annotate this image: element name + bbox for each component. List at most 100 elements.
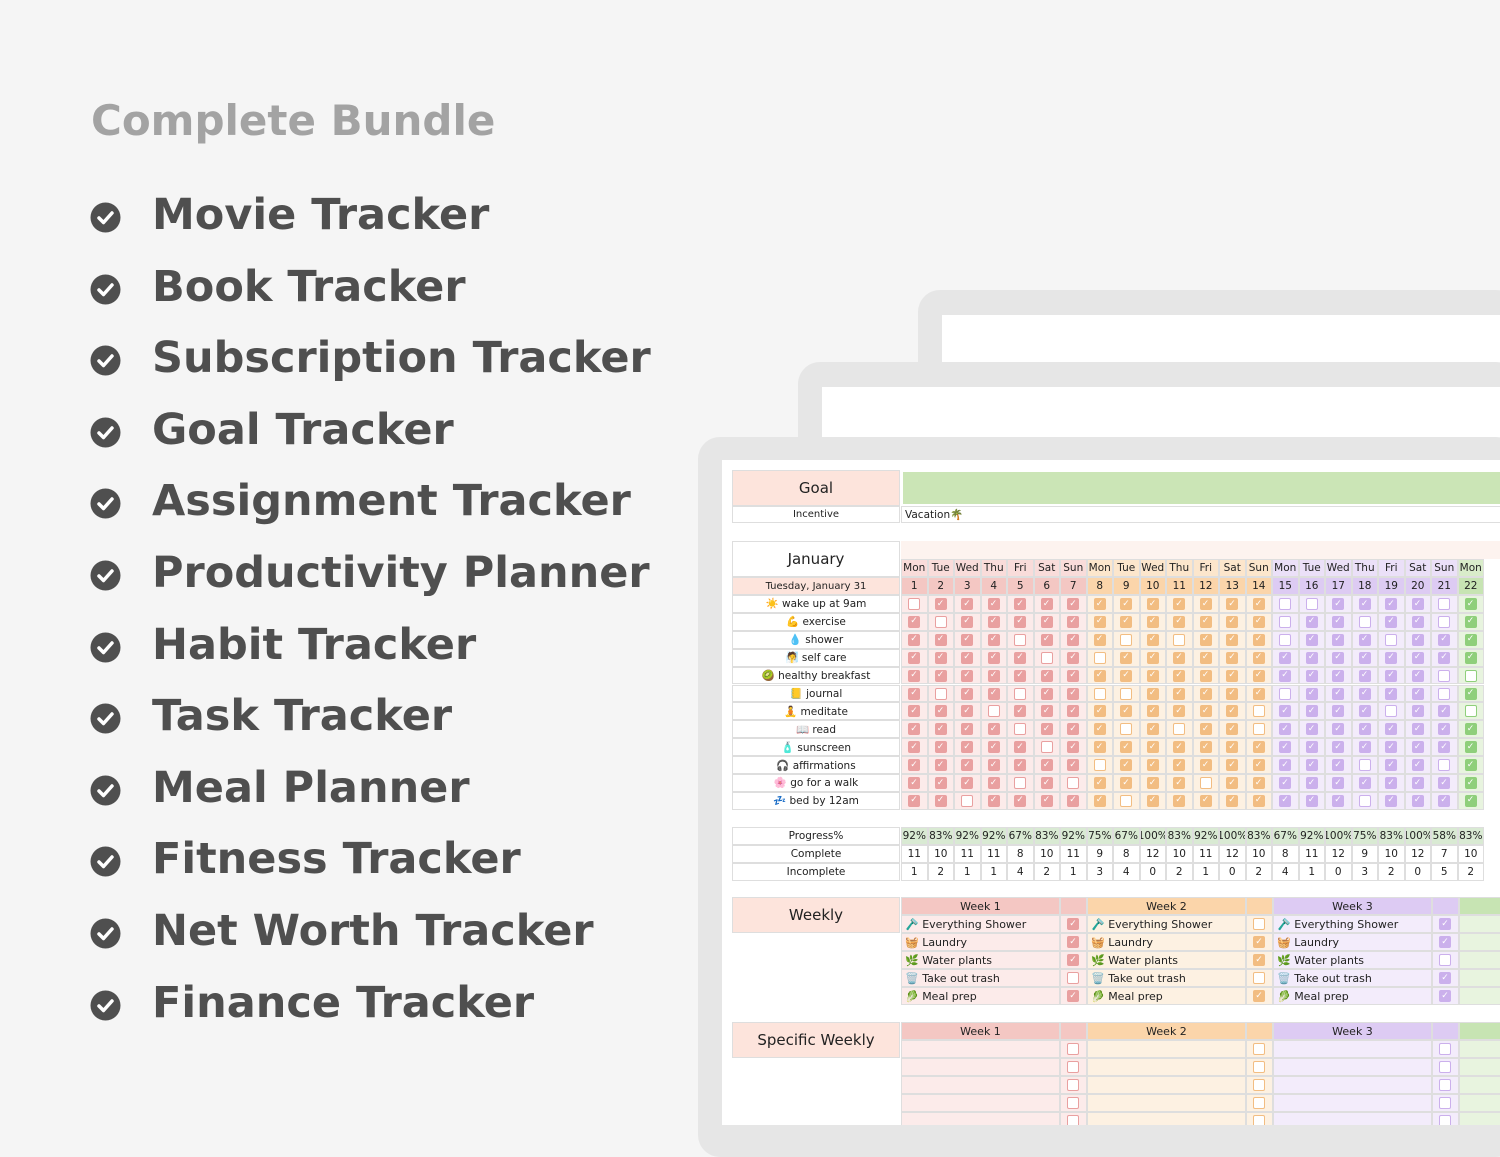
checkbox-checked: ✓ <box>1173 759 1185 772</box>
checkbox-checked: ✓ <box>1040 794 1053 807</box>
progress-value: 83% <box>927 827 954 845</box>
checkbox <box>1439 1097 1451 1109</box>
checkbox-checked: ✓ <box>1146 705 1159 718</box>
checkbox-checked: ✓ <box>1067 954 1079 966</box>
checkbox-checked: ✓ <box>1067 936 1079 948</box>
checkbox <box>1464 705 1477 718</box>
complete-value: 10 <box>927 845 954 863</box>
checkbox-checked: ✓ <box>1226 651 1238 664</box>
weekday: Fri <box>1378 559 1405 577</box>
checkbox-checked: ✓ <box>1226 615 1238 628</box>
incomplete-value: 1 <box>1192 863 1219 881</box>
checkbox-checked: ✓ <box>1014 705 1026 718</box>
checkbox-checked: ✓ <box>1358 777 1371 789</box>
weekly-task: 🌿 Water plants <box>1273 951 1432 969</box>
incomplete-value: 1 <box>901 863 928 881</box>
checkbox-checked: ✓ <box>1173 705 1185 718</box>
incomplete-value: 4 <box>1113 863 1140 881</box>
progress-value: 75% <box>1086 827 1113 845</box>
incomplete-value: 2 <box>1033 863 1060 881</box>
weekly-task <box>1459 933 1500 951</box>
checkbox-checked: ✓ <box>1093 723 1106 736</box>
week-header: Week 3 <box>1273 897 1432 915</box>
specific-task <box>1087 1076 1246 1094</box>
checkbox-checked: ✓ <box>1464 777 1477 789</box>
checkbox-checked: ✓ <box>1226 633 1238 646</box>
complete-value: 7 <box>1431 845 1458 863</box>
progress-value: 92% <box>1298 827 1325 845</box>
checkbox-checked: ✓ <box>1067 687 1079 700</box>
checkbox-checked: ✓ <box>1438 723 1450 736</box>
week-header <box>1459 897 1500 915</box>
bundle-item: Book Tracker <box>152 261 466 312</box>
specific-task <box>901 1076 1060 1094</box>
complete-value: 11 <box>1192 845 1219 863</box>
checkbox <box>1253 1061 1265 1073</box>
checkbox-checked: ✓ <box>1464 615 1477 628</box>
weekday: Fri <box>1192 559 1219 577</box>
checkbox-checked: ✓ <box>961 759 973 772</box>
checkbox-checked: ✓ <box>1411 633 1424 646</box>
day-number: 22 <box>1457 577 1484 595</box>
incomplete-value: 1 <box>1298 863 1325 881</box>
weekday: Thu <box>1351 559 1378 577</box>
checkbox <box>1439 1043 1451 1055</box>
check-icon <box>90 846 121 877</box>
incomplete-value: 0 <box>1139 863 1166 881</box>
incomplete-value: 0 <box>1219 863 1246 881</box>
checkbox-checked: ✓ <box>1040 687 1053 700</box>
checkbox-checked: ✓ <box>1199 651 1212 664</box>
checkbox-checked: ✓ <box>1120 615 1132 628</box>
checkbox <box>1173 633 1185 646</box>
check-icon <box>90 632 121 663</box>
checkbox-checked: ✓ <box>1173 598 1185 610</box>
check-icon <box>90 703 121 734</box>
day-number: 18 <box>1351 577 1378 595</box>
week-header-check <box>1432 1022 1459 1040</box>
checkbox-checked: ✓ <box>908 651 920 664</box>
weekly-task: 🥬 Meal prep <box>1087 987 1246 1005</box>
checkbox-checked: ✓ <box>1199 723 1212 736</box>
complete-label: Complete <box>732 845 900 863</box>
progress-value: 58% <box>1431 827 1458 845</box>
checkbox <box>1040 741 1053 754</box>
habit-name: ☀️ wake up at 9am <box>732 595 900 613</box>
checkbox <box>987 705 1000 718</box>
week-header-check <box>1060 1022 1087 1040</box>
bundle-item: Meal Planner <box>152 762 470 813</box>
goal-bar <box>903 472 1500 504</box>
checkbox-checked: ✓ <box>1411 759 1424 772</box>
checkbox-checked: ✓ <box>1252 794 1265 807</box>
checkbox-checked: ✓ <box>1411 615 1424 628</box>
bundle-item: Net Worth Tracker <box>152 906 594 956</box>
checkbox-checked: ✓ <box>1253 936 1265 948</box>
checkbox-checked: ✓ <box>1120 705 1132 718</box>
checkbox-checked: ✓ <box>934 651 947 664</box>
specific-weekly-label: Specific Weekly <box>732 1022 900 1058</box>
checkbox-checked: ✓ <box>934 759 947 772</box>
checkbox <box>1358 759 1371 772</box>
checkbox <box>1438 687 1450 700</box>
checkbox-checked: ✓ <box>1067 990 1079 1002</box>
checkbox-checked: ✓ <box>987 741 1000 754</box>
checkbox-checked: ✓ <box>1305 741 1318 754</box>
checkbox-checked: ✓ <box>1146 687 1159 700</box>
weekday: Sat <box>1033 559 1060 577</box>
checkbox <box>1439 1061 1451 1073</box>
check-icon <box>90 202 121 233</box>
header-strip <box>901 541 1500 559</box>
week-header: Week 1 <box>901 1022 1060 1040</box>
checkbox-checked: ✓ <box>1464 794 1477 807</box>
day-number: 17 <box>1325 577 1352 595</box>
day-number: 20 <box>1404 577 1431 595</box>
incomplete-value: 4 <box>1272 863 1299 881</box>
habit-name: 💪 exercise <box>732 612 900 631</box>
weekly-task: 🌿 Water plants <box>1087 951 1246 969</box>
checkbox-checked: ✓ <box>1438 651 1450 664</box>
checkbox <box>1439 1115 1451 1125</box>
checkbox-checked: ✓ <box>1067 794 1079 807</box>
checkbox-checked: ✓ <box>987 794 1000 807</box>
checkbox <box>1438 759 1450 772</box>
bundle-item: Subscription Tracker <box>152 333 651 384</box>
checkbox-checked: ✓ <box>961 741 973 754</box>
